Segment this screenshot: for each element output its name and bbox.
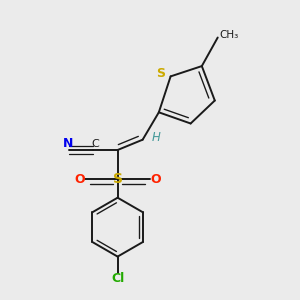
Text: N: N (63, 137, 74, 150)
Text: C: C (92, 139, 99, 148)
Text: CH₃: CH₃ (219, 30, 238, 40)
Text: S: S (156, 67, 165, 80)
Text: O: O (75, 173, 85, 186)
Text: Cl: Cl (111, 272, 124, 285)
Text: S: S (112, 172, 123, 186)
Text: O: O (150, 173, 160, 186)
Text: H: H (152, 131, 160, 144)
